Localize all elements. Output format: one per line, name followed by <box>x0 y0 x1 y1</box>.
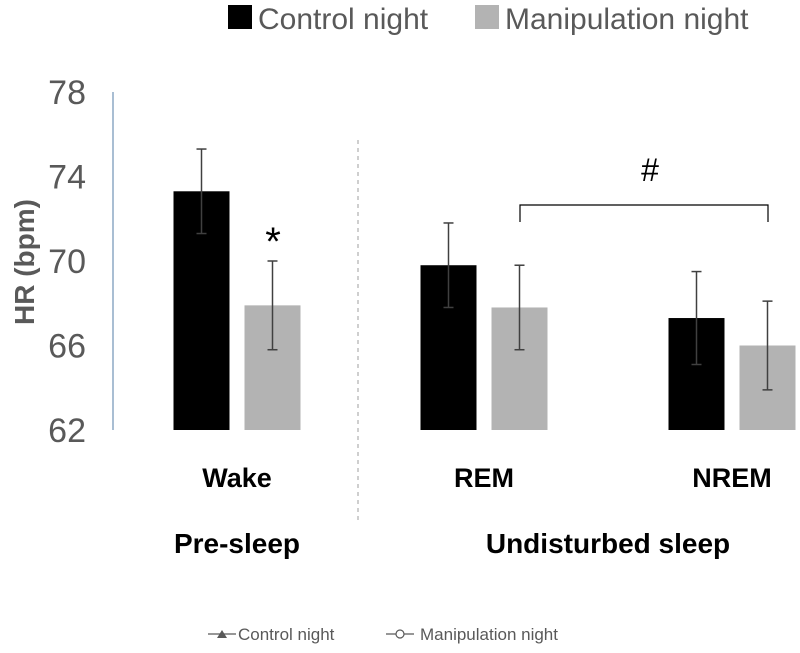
group-label-pre-sleep: Pre-sleep <box>174 528 300 559</box>
legend-bottom-label-control: Control night <box>238 625 335 644</box>
error-bar-nrem-manipulation-night <box>762 300 773 391</box>
error-bar-wake-control-night <box>196 148 207 235</box>
legend-bottom: Control night Manipulation night <box>208 625 558 644</box>
category-label-rem: REM <box>454 463 514 493</box>
error-bar-rem-manipulation-night <box>514 264 525 351</box>
legend-label-manipulation: Manipulation night <box>505 3 749 36</box>
y-tick-label-74: 74 <box>48 159 86 197</box>
category-label-nrem: NREM <box>692 463 772 493</box>
y-tick-label-62: 62 <box>48 412 86 450</box>
y-axis-label: HR (bpm) <box>9 199 40 325</box>
error-bar-nrem-control-night <box>691 270 702 366</box>
legend-swatch-manipulation <box>475 5 499 29</box>
error-bars <box>196 148 773 391</box>
group-label-undisturbed-sleep: Undisturbed sleep <box>486 528 730 559</box>
y-tick-label-70: 70 <box>48 243 86 281</box>
legend-bottom-label-manipulation: Manipulation night <box>420 625 558 644</box>
legend-swatch-control <box>228 5 252 29</box>
legend-label-control: Control night <box>258 3 429 36</box>
y-tick-label-66: 66 <box>48 328 86 366</box>
comparison-bracket <box>519 204 769 222</box>
significance-hash: # <box>641 152 659 188</box>
error-bar-wake-manipulation-night <box>267 260 278 351</box>
error-bar-rem-control-night <box>443 222 454 309</box>
y-tick-label-78: 78 <box>48 74 86 112</box>
triangle-marker-icon <box>217 630 227 638</box>
category-label-wake: Wake <box>202 463 272 493</box>
y-tick-labels: 62 66 70 74 78 <box>48 74 86 450</box>
circle-marker-icon <box>395 629 405 639</box>
legend-top: Control night Manipulation night <box>228 3 749 36</box>
significance-asterisk: * <box>265 220 281 264</box>
